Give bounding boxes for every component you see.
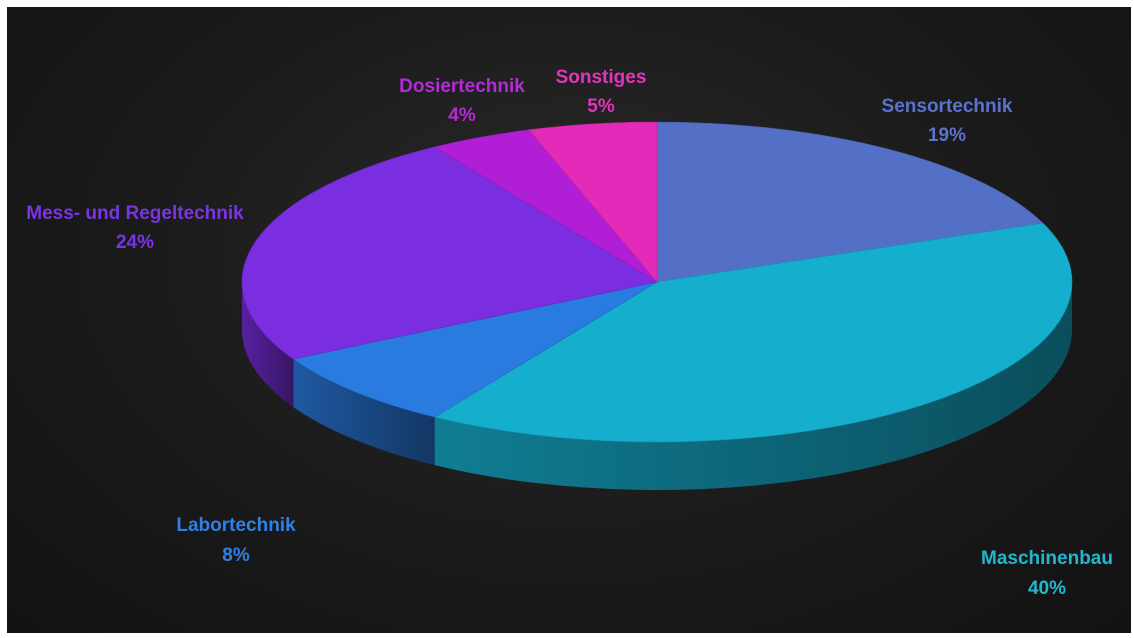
pie-slice-maschinenbau (433, 222, 1073, 443)
pie-side-maschinenbau (434, 282, 1073, 490)
pie-slice-mess-und-regeltechnik (241, 146, 658, 360)
pie-chart: Sensortechnik 19% Maschinenbau 40% Labor… (26, 67, 1113, 599)
slice-label-labortechnik: 8% (222, 545, 250, 566)
slice-label-dosiertechnik: 4% (448, 105, 476, 126)
pie-slice-sensortechnik (656, 121, 1044, 283)
slice-label-sonstiges: 5% (587, 96, 615, 117)
slice-label-mess-und-regeltechnik: 24% (116, 232, 154, 253)
pie-slices (241, 121, 1073, 443)
pie-labels: Sensortechnik 19% Maschinenbau 40% Labor… (26, 67, 1113, 599)
pie-sides (242, 282, 1073, 490)
slice-label-maschinenbau: 40% (1028, 578, 1066, 599)
slice-label-sensortechnik: 19% (928, 125, 966, 146)
chart-area: Sensortechnik 19% Maschinenbau 40% Labor… (7, 7, 1131, 633)
slice-name-dosiertechnik: Dosiertechnik (399, 76, 525, 97)
slice-name-labortechnik: Labortechnik (176, 515, 296, 536)
pie-side-labortechnik (293, 359, 435, 466)
pie-slice-labortechnik (292, 281, 658, 418)
slice-name-sensortechnik: Sensortechnik (882, 96, 1013, 117)
pie-slice-sonstiges (528, 121, 658, 283)
slice-name-mess-und-regeltechnik: Mess- und Regeltechnik (26, 203, 244, 224)
slice-name-sonstiges: Sonstiges (556, 67, 647, 88)
slice-name-maschinenbau: Maschinenbau (981, 548, 1113, 569)
pie-side-mess-und-regeltechnik (242, 282, 294, 408)
